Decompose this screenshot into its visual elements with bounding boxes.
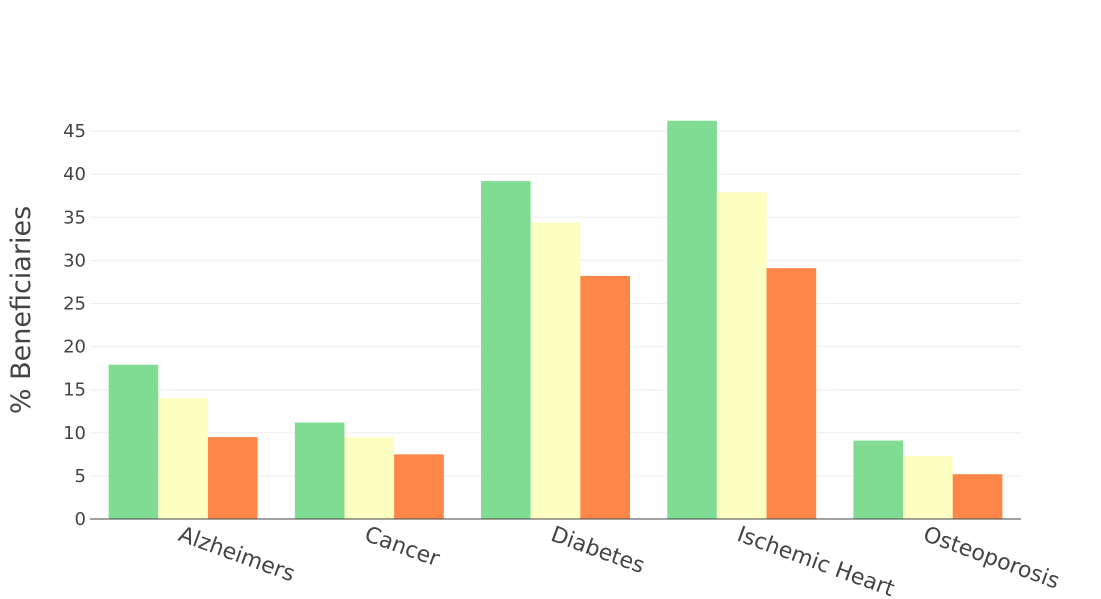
bars [108,120,1003,520]
bar [853,440,904,519]
bar [481,181,531,519]
bar [394,454,444,519]
bar [158,398,208,519]
y-tick-label: 40 [63,164,86,185]
x-axis-ticks: Alzheimers Cancer Diabetes Ischemic Heart Os… [175,522,1063,599]
y-tick-label: 15 [63,380,86,401]
bar [667,120,717,520]
bar [903,456,953,519]
y-tick-label: 25 [63,294,86,315]
y-tick-label: 10 [63,423,86,444]
bar [530,222,581,520]
x-tick-label: Osteoporosis [920,522,1063,594]
y-tick-label: 5 [75,466,86,487]
x-tick-label: Ischemic Heart [734,522,898,599]
bar [766,268,817,519]
bar [344,437,395,519]
y-axis-ticks: 0 5 10 15 20 25 30 35 40 45 [63,121,86,530]
bar [716,192,767,519]
y-tick-label: 20 [63,337,86,358]
bar [294,422,345,519]
bar [207,437,258,519]
y-tick-label: 35 [63,207,86,228]
y-tick-label: 30 [63,250,86,271]
y-tick-label: 0 [75,509,86,530]
bar [952,474,1003,519]
x-tick-label: Alzheimers [175,522,298,587]
bar [108,364,159,519]
bar [580,275,630,519]
y-tick-label: 45 [63,121,86,142]
x-tick-label: Cancer [361,522,443,572]
x-tick-label: Diabetes [547,522,647,579]
y-axis-title: % Beneficiaries [6,206,37,414]
